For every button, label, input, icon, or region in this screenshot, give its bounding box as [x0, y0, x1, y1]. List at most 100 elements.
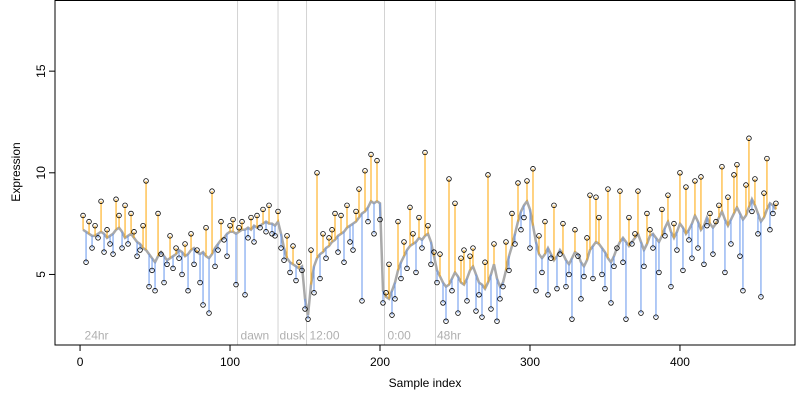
point [413, 269, 419, 276]
point [278, 245, 284, 251]
point [560, 220, 566, 227]
point [662, 233, 668, 239]
point [692, 178, 698, 184]
point [650, 245, 656, 251]
point [467, 253, 473, 259]
point [212, 263, 218, 270]
point [524, 178, 530, 184]
point [464, 298, 470, 304]
point [410, 231, 416, 237]
point [533, 288, 539, 294]
point [341, 259, 347, 265]
point [602, 285, 608, 292]
x-tick-label: 100 [220, 355, 240, 369]
point [710, 251, 716, 257]
point [179, 271, 185, 278]
point [344, 202, 350, 209]
y-tick-label: 5 [34, 271, 48, 278]
point [287, 269, 293, 276]
point [98, 198, 104, 204]
point [230, 216, 236, 223]
point [626, 214, 632, 221]
point [638, 310, 644, 316]
point [383, 290, 389, 296]
point [302, 306, 308, 312]
point [239, 218, 245, 225]
point [575, 253, 581, 259]
point [122, 202, 128, 209]
point [374, 157, 380, 164]
point [173, 245, 179, 251]
point [566, 271, 572, 278]
point [581, 273, 587, 280]
y-axis-label: Expression [9, 142, 23, 201]
point [713, 218, 719, 225]
point [677, 170, 683, 176]
point [83, 259, 89, 265]
x-axis-label: Sample index [389, 376, 462, 390]
point [644, 210, 650, 217]
point [671, 220, 677, 227]
point [683, 184, 689, 190]
point [503, 239, 509, 245]
point [263, 229, 269, 235]
point [176, 255, 182, 261]
point [308, 247, 314, 253]
point [584, 235, 590, 241]
point [104, 227, 110, 233]
point [608, 300, 614, 306]
point [623, 316, 629, 322]
point [86, 218, 92, 225]
point [425, 222, 431, 229]
point [458, 255, 464, 261]
point [632, 231, 638, 237]
x-tick-label: 400 [670, 355, 690, 369]
point [494, 318, 500, 324]
point [416, 214, 422, 221]
point [299, 267, 305, 274]
annotation: 48hr [437, 328, 461, 342]
point [164, 261, 170, 267]
point [596, 214, 602, 221]
annotation: dawn [241, 328, 270, 342]
point [242, 292, 248, 298]
point [395, 218, 401, 225]
point [653, 314, 659, 320]
point [206, 310, 212, 316]
point [89, 245, 95, 251]
point [728, 241, 734, 247]
point [149, 267, 155, 274]
point [770, 210, 776, 217]
point [719, 164, 725, 170]
point [296, 259, 302, 265]
point [182, 241, 188, 247]
point [659, 206, 665, 213]
point [605, 186, 611, 192]
point [389, 312, 395, 318]
point [461, 247, 467, 253]
point [347, 239, 353, 245]
point [548, 255, 554, 261]
point [128, 210, 134, 217]
point [272, 233, 278, 239]
point [365, 218, 371, 225]
x-tick-label: 0 [77, 355, 84, 369]
annotation: 0:00 [388, 328, 412, 342]
point [674, 247, 680, 253]
y-tick-label: 10 [34, 166, 48, 180]
point [167, 233, 173, 239]
point [392, 296, 398, 302]
point [539, 269, 545, 276]
point [590, 275, 596, 282]
point [521, 214, 527, 221]
point [251, 239, 257, 245]
point [617, 188, 623, 194]
point [722, 269, 728, 276]
point [515, 180, 521, 186]
point [599, 271, 605, 278]
point [362, 168, 368, 174]
point [527, 245, 533, 251]
point [188, 231, 194, 237]
y-tick-label: 15 [34, 64, 48, 78]
point [215, 247, 221, 253]
